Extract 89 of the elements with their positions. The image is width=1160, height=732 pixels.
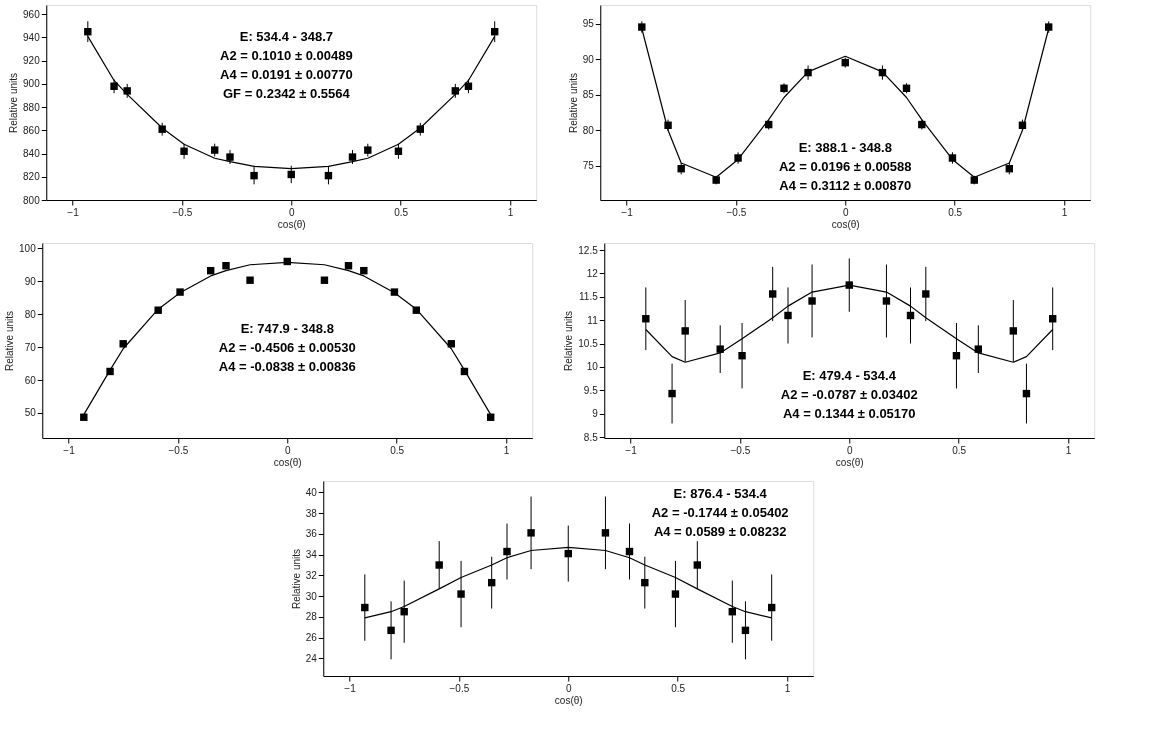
y-tick-label: 840 (23, 148, 41, 160)
x-axis-title: cos(θ) (831, 218, 860, 230)
y-tick-label: 10 (586, 361, 599, 373)
annotation: E: 876.4 - 534.4 (673, 485, 768, 501)
y-tick-label: 920 (23, 55, 41, 67)
x-tick-label: 1 (507, 206, 514, 218)
y-tick-label: 70 (24, 341, 37, 353)
x-tick-label: −1 (63, 444, 76, 456)
y-tick-label: 940 (23, 32, 41, 43)
x-tick-label: −0.5 (730, 444, 751, 456)
x-tick-label: −0.5 (449, 682, 470, 694)
x-tick-label: 0 (284, 444, 291, 456)
x-tick-label: 0 (565, 682, 572, 694)
annotation: A2 = -0.0787 ± 0.03402 (780, 387, 918, 403)
y-tick-label: 9.5 (583, 384, 599, 396)
y-tick-label: 960 (23, 8, 41, 20)
x-tick-label: 0.5 (948, 206, 963, 218)
annotation: A2 = -0.4506 ± 0.00530 (218, 339, 356, 355)
x-tick-label: 0.5 (390, 444, 405, 456)
y-tick-label: 80 (582, 124, 595, 136)
y-tick-label: 95 (582, 18, 595, 29)
y-axis-title: Relative units (290, 548, 302, 610)
y-tick-label: 100 (19, 242, 37, 254)
x-tick-label: 0 (288, 206, 295, 218)
y-tick-label: 90 (24, 275, 37, 287)
y-tick-label: 12.5 (578, 244, 599, 256)
annotation: A4 = -0.0838 ± 0.00836 (218, 358, 356, 374)
x-tick-label: 1 (503, 444, 510, 456)
x-tick-label: 0.5 (394, 206, 409, 218)
y-tick-label: 9 (592, 408, 599, 420)
y-tick-label: 24 (305, 652, 318, 664)
y-axis-title: Relative units (567, 72, 579, 134)
x-tick-label: −1 (625, 444, 638, 456)
x-tick-label: −1 (67, 206, 80, 218)
annotation: A4 = 0.0589 ± 0.08232 (653, 523, 787, 539)
y-tick-label: 90 (582, 53, 595, 65)
y-tick-label: 800 (23, 194, 41, 206)
y-axis-title: Relative units (4, 310, 16, 372)
x-tick-label: 1 (1065, 444, 1072, 456)
x-tick-label: −0.5 (726, 206, 747, 218)
y-tick-label: 900 (23, 78, 41, 90)
y-tick-label: 60 (24, 374, 37, 386)
x-tick-label: 0.5 (952, 444, 967, 456)
y-tick-label: 85 (582, 89, 595, 101)
y-tick-label: 36 (305, 528, 318, 540)
x-axis-title: cos(θ) (554, 694, 583, 706)
x-tick-label: 0.5 (671, 682, 686, 694)
x-tick-label: 1 (784, 682, 791, 694)
x-tick-label: −1 (344, 682, 357, 694)
y-tick-label: 38 (305, 507, 318, 519)
y-axis-title: Relative units (563, 310, 575, 372)
annotation: A2 = 0.1010 ± 0.00489 (220, 48, 353, 63)
y-tick-label: 30 (305, 590, 318, 602)
y-tick-label: 880 (23, 101, 41, 113)
annotation: A2 = 0.0196 ± 0.00588 (778, 159, 912, 175)
annotation: E: 747.9 - 348.8 (240, 320, 334, 336)
y-tick-label: 11.5 (579, 291, 599, 303)
x-tick-label: 0 (846, 444, 853, 456)
annotation: A2 = -0.1744 ± 0.05402 (651, 504, 789, 520)
x-tick-label: −0.5 (168, 444, 189, 456)
x-axis-title: cos(θ) (835, 456, 864, 468)
x-tick-label: 0 (842, 206, 849, 218)
x-tick-label: 1 (1061, 206, 1068, 218)
y-tick-label: 34 (305, 549, 318, 561)
annotation: A4 = 0.3112 ± 0.00870 (779, 178, 912, 194)
y-tick-label: 10.5 (578, 338, 599, 350)
annotation: A4 = 0.1344 ± 0.05170 (782, 406, 916, 422)
y-tick-label: 820 (23, 171, 41, 183)
y-tick-label: 12 (586, 267, 599, 279)
y-tick-label: 26 (305, 632, 318, 644)
y-tick-label: 8.5 (583, 431, 599, 443)
y-tick-label: 32 (305, 569, 318, 581)
x-tick-label: −1 (621, 206, 634, 218)
x-axis-title: cos(θ) (277, 218, 306, 230)
x-axis-title: cos(θ) (273, 456, 302, 468)
y-axis-title: Relative units (8, 72, 20, 134)
x-tick-label: −0.5 (172, 206, 193, 218)
y-tick-label: 80 (24, 308, 37, 320)
annotation: E: 479.4 - 534.4 (802, 368, 897, 384)
annotation: GF = 0.2342 ± 0.5564 (222, 86, 351, 101)
y-tick-label: 50 (24, 407, 37, 419)
annotation: A4 = 0.0191 ± 0.00770 (220, 67, 353, 82)
y-tick-label: 28 (305, 611, 318, 623)
y-tick-label: 860 (23, 124, 41, 136)
y-tick-label: 40 (305, 486, 318, 498)
y-tick-label: 75 (582, 160, 595, 172)
y-tick-label: 11 (587, 314, 599, 326)
annotation: E: 534.4 - 348.7 (239, 29, 333, 44)
annotation: E: 388.1 - 348.8 (798, 140, 892, 156)
